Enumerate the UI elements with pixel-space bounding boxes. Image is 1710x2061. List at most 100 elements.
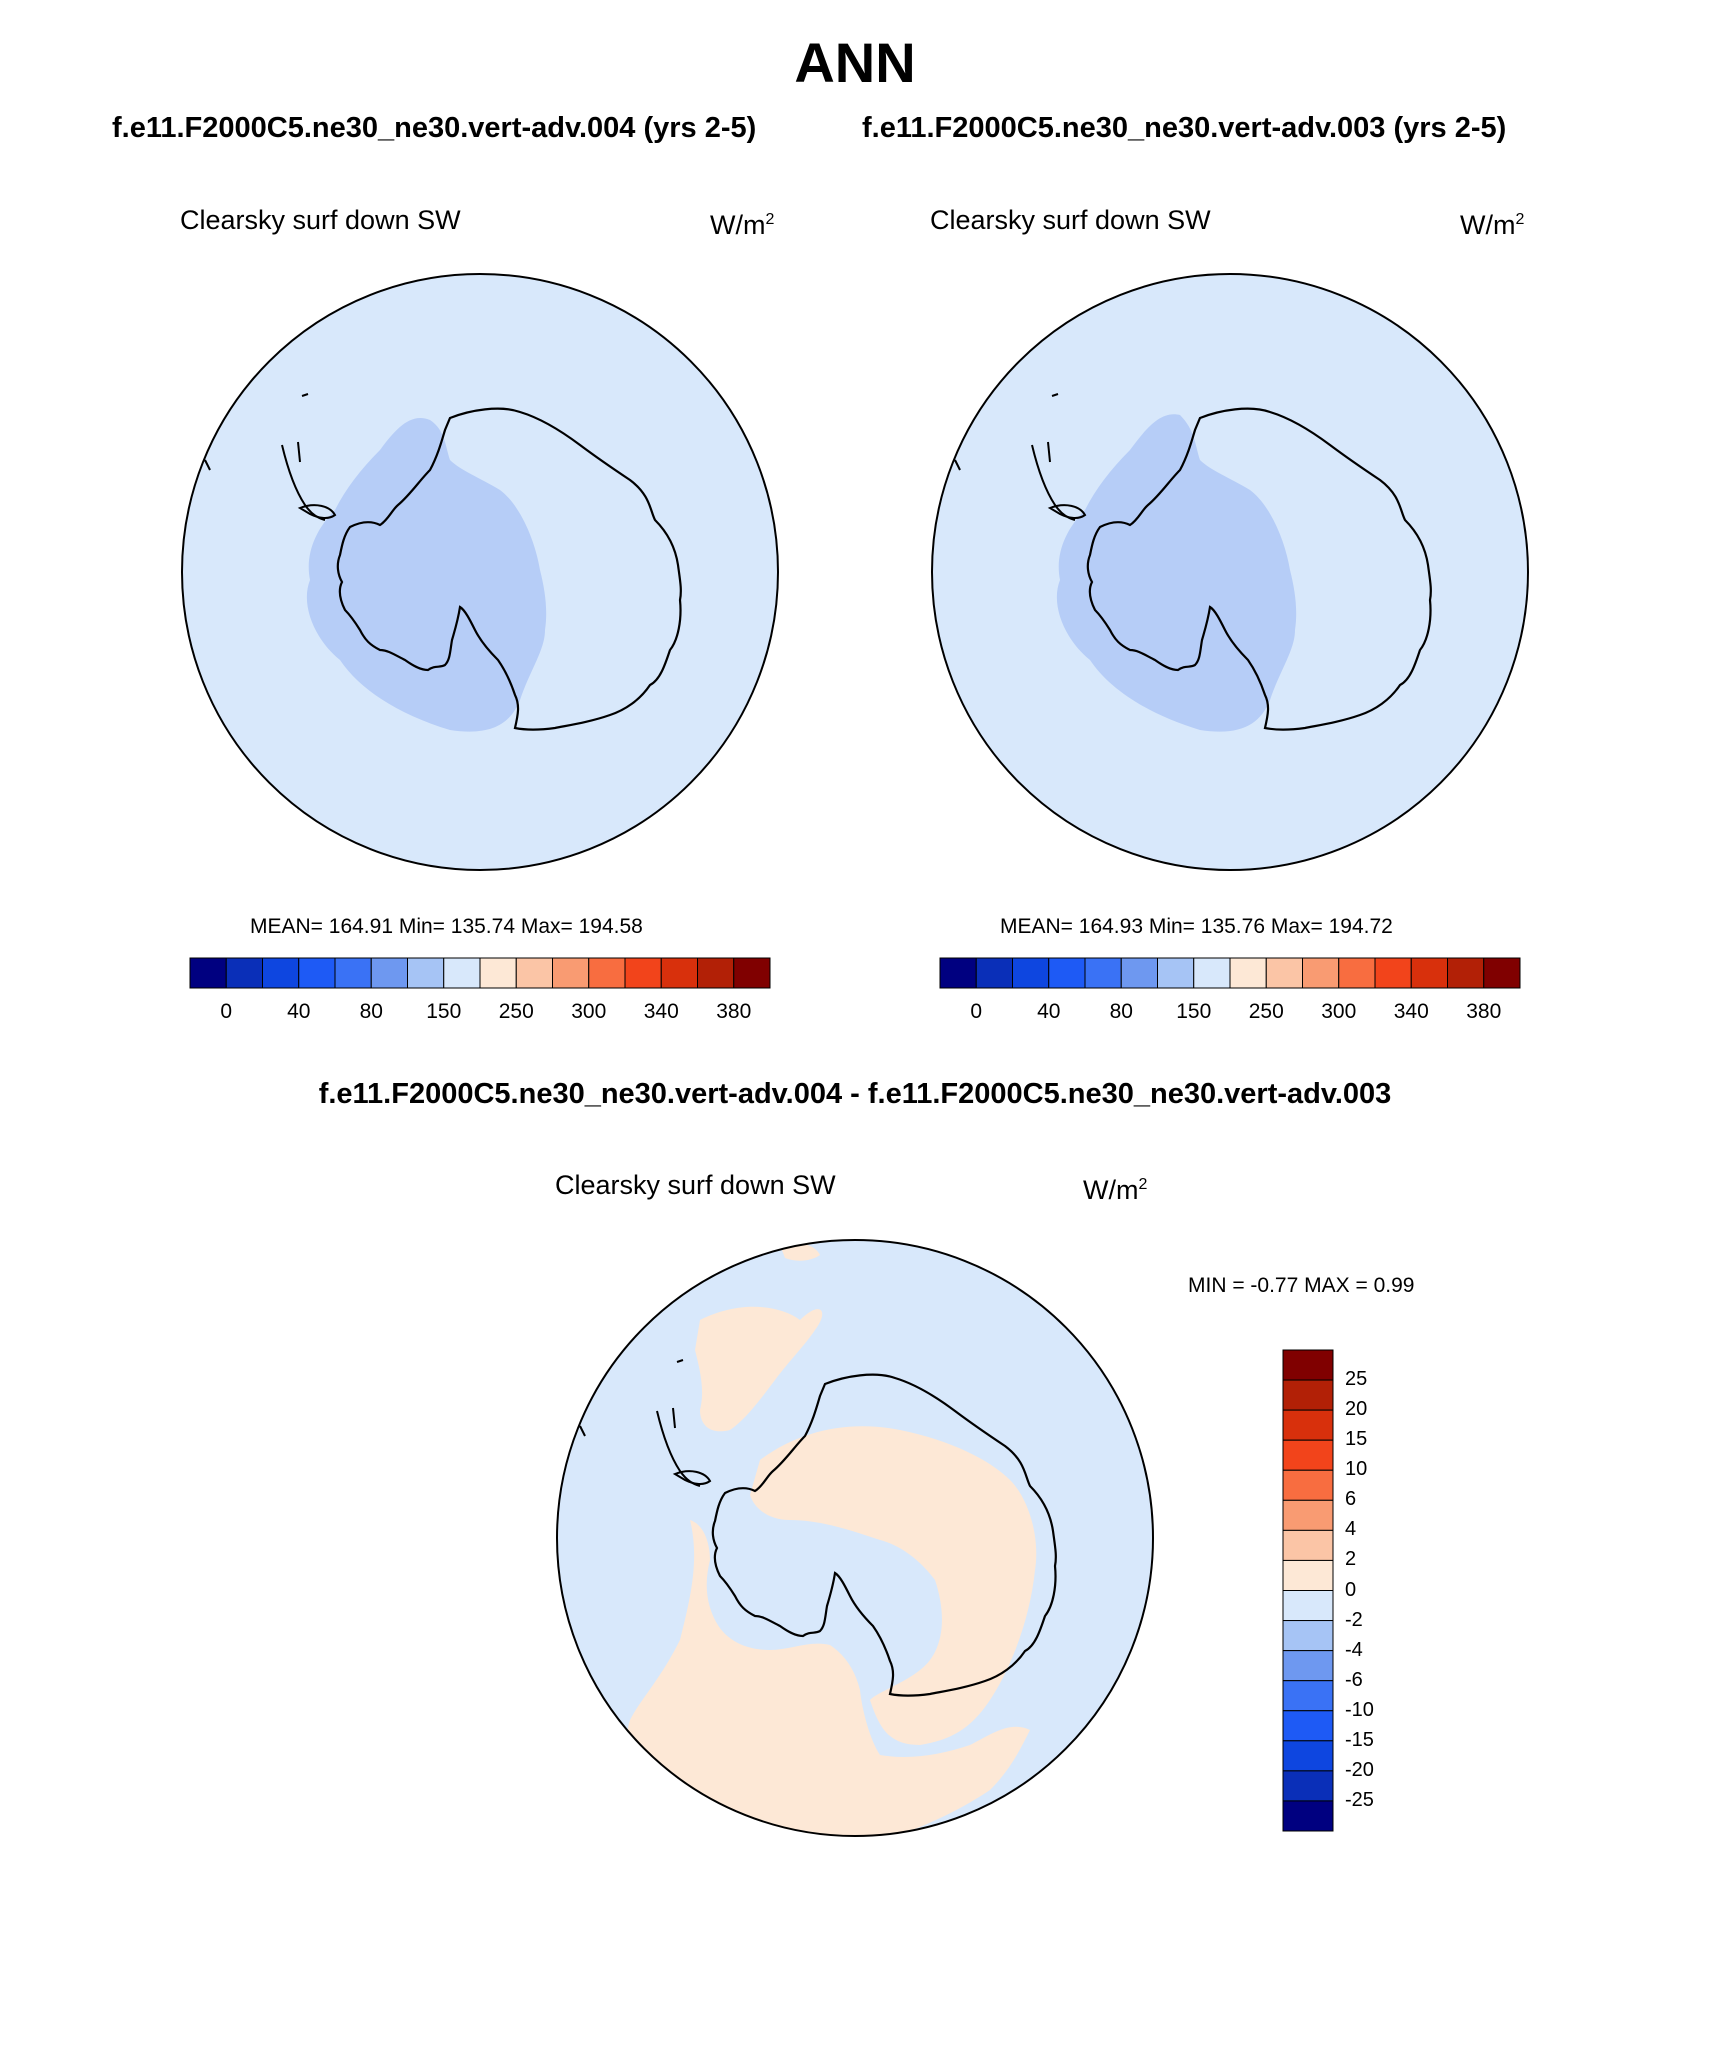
colorbar2-swatch (1374, 957, 1412, 989)
colorbar3-tick-label: 15 (1345, 1428, 1368, 1451)
map3-antarctica-coastline (711, 1373, 1057, 1697)
colorbar2-tick-label: 300 (1321, 1000, 1357, 1023)
colorbar3-tick-label: -6 (1345, 1668, 1363, 1691)
map-panel-2 (931, 273, 1529, 871)
map3-positive-region-continent (750, 1426, 1037, 1745)
difference-title: f.e11.F2000C5.ne30_ne30.vert-adv.004 - f… (318, 1078, 1392, 1110)
colorbar2-tick-label: 40 (1037, 1000, 1061, 1023)
colorbar1-swatch (370, 957, 408, 989)
ref-case-title: f.e11.F2000C5.ne30_ne30.vert-adv.003 (yr… (862, 112, 1507, 144)
colorbar3-swatch (1282, 1740, 1334, 1772)
colorbar3-swatch (1282, 1499, 1334, 1531)
colorbar2-swatch (1193, 957, 1231, 989)
colorbar1-swatch (262, 957, 300, 989)
colorbar3-swatch (1282, 1379, 1334, 1411)
colorbar3-tick-label: -25 (1345, 1788, 1374, 1811)
colorbar-panel-1 (189, 957, 771, 989)
panel1-units: W/m2 (710, 210, 775, 240)
colorbar2-swatch (1483, 957, 1521, 989)
colorbar2-swatch (1265, 957, 1303, 989)
colorbar1-swatch (552, 957, 590, 989)
colorbar2-swatch (1120, 957, 1158, 989)
panel3-stats: MIN = -0.77 MAX = 0.99 (1188, 1274, 1415, 1297)
panel2-stats: MEAN= 164.93 Min= 135.76 Max= 194.72 (1000, 915, 1393, 938)
colorbar2-swatch (1447, 957, 1485, 989)
colorbar1-swatch (697, 957, 735, 989)
map1-low-value-region (306, 418, 547, 732)
colorbar3-swatch (1282, 1680, 1334, 1712)
colorbar2-swatch (1048, 957, 1086, 989)
panel2-units: W/m2 (1460, 210, 1525, 240)
colorbar3-tick-label: -10 (1345, 1698, 1374, 1721)
panel3-units: W/m2 (1083, 1175, 1148, 1205)
colorbar1-swatch (660, 957, 698, 989)
colorbar3-swatch (1282, 1439, 1334, 1471)
colorbar1-swatch (624, 957, 662, 989)
colorbar3-swatch (1282, 1590, 1334, 1622)
figure-title: ANN (794, 31, 916, 94)
colorbar2-tick-label: 0 (970, 1000, 983, 1023)
colorbar3-tick-label: 20 (1345, 1398, 1368, 1421)
colorbar1-swatch (515, 957, 553, 989)
colorbar1-tick-label: 40 (287, 1000, 311, 1023)
colorbar2-swatch (1338, 957, 1376, 989)
colorbar2-swatch (975, 957, 1013, 989)
colorbar3-tick-label: -4 (1345, 1638, 1363, 1661)
colorbar3-tick-label: 2 (1345, 1548, 1357, 1571)
colorbar3-swatch (1282, 1710, 1334, 1742)
panel3-variable: Clearsky surf down SW (555, 1170, 836, 1200)
panel1-variable: Clearsky surf down SW (180, 205, 461, 235)
map1-boundary (181, 273, 779, 871)
colorbar2-swatch (1012, 957, 1050, 989)
colorbar3-tick-label: -15 (1345, 1728, 1374, 1751)
colorbar-difference (1282, 1349, 1334, 1832)
map2-antarctica-coastline (1086, 407, 1432, 731)
colorbar3-tick-label: -20 (1345, 1758, 1374, 1781)
panel1-stats: MEAN= 164.91 Min= 135.74 Max= 194.58 (250, 915, 643, 938)
colorbar2-swatch (1410, 957, 1448, 989)
colorbar2-tick-label: 250 (1248, 1000, 1284, 1023)
colorbar1-swatch (733, 957, 771, 989)
panel2-variable: Clearsky surf down SW (930, 205, 1211, 235)
colorbar3-swatch (1282, 1770, 1334, 1802)
colorbar1-tick-label: 80 (359, 1000, 383, 1023)
map3-positive-region-upper (695, 1306, 823, 1432)
map-panel-3 (556, 1239, 1154, 1837)
colorbar2-swatch (939, 957, 977, 989)
map3-boundary (556, 1239, 1154, 1837)
colorbar3-swatch (1282, 1409, 1334, 1441)
colorbar1-swatch (298, 957, 336, 989)
colorbar1-tick-label: 340 (643, 1000, 679, 1023)
colorbar1-swatch (189, 957, 227, 989)
colorbar2-tick-label: 340 (1393, 1000, 1429, 1023)
colorbar2-tick-label: 80 (1109, 1000, 1133, 1023)
colorbar1-swatch (407, 957, 445, 989)
map2-low-value-region (1056, 414, 1297, 732)
test-case-title: f.e11.F2000C5.ne30_ne30.vert-adv.004 (yr… (112, 112, 757, 144)
colorbar2-swatch (1302, 957, 1340, 989)
colorbar1-swatch (443, 957, 481, 989)
colorbar3-swatch (1282, 1620, 1334, 1652)
colorbar3-swatch (1282, 1650, 1334, 1682)
colorbar3-swatch (1282, 1529, 1334, 1561)
colorbar1-tick-label: 0 (220, 1000, 233, 1023)
map2-boundary (931, 273, 1529, 871)
colorbar3-tick-label: 4 (1345, 1518, 1357, 1541)
map1-antarctica-coastline (336, 407, 682, 731)
colorbar3-swatch (1282, 1469, 1334, 1501)
colorbar1-swatch (588, 957, 626, 989)
colorbar1-swatch (334, 957, 372, 989)
colorbar1-tick-label: 150 (426, 1000, 462, 1023)
colorbar3-swatch (1282, 1349, 1334, 1381)
colorbar1-tick-label: 250 (498, 1000, 534, 1023)
colorbar3-swatch (1282, 1559, 1334, 1591)
colorbar3-tick-label: 0 (1345, 1578, 1357, 1601)
colorbar3-tick-label: -2 (1345, 1608, 1363, 1631)
colorbar1-swatch (225, 957, 263, 989)
colorbar3-tick-label: 6 (1345, 1488, 1357, 1511)
colorbar1-tick-label: 380 (716, 1000, 752, 1023)
colorbar1-swatch (479, 957, 517, 989)
colorbar3-swatch (1282, 1800, 1334, 1832)
map3-positive-region-lower (627, 1520, 1030, 1836)
